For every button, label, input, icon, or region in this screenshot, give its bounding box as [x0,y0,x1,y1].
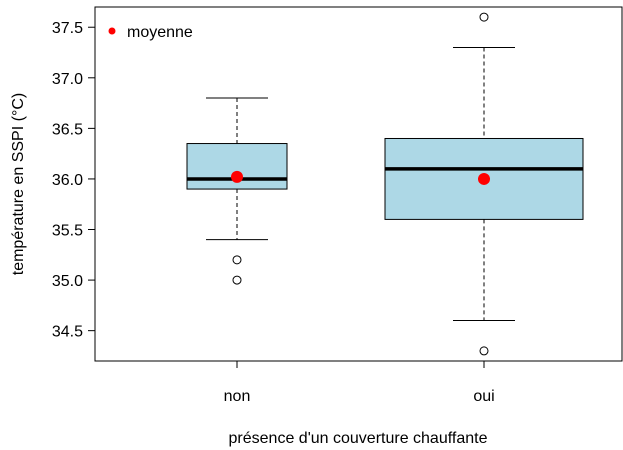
outlier-non-0 [232,255,242,265]
y-tick-label-1: 35.0 [52,273,83,290]
y-tick-label-3: 36.0 [52,172,83,189]
outlier-non-1 [232,275,242,285]
x-tick-label-oui: oui [473,388,494,405]
mean-marker-oui [478,172,490,185]
outlier-oui-1 [479,346,489,356]
y-tick-label-6: 37.5 [52,20,83,37]
box-group-non [186,97,288,285]
legend-label-moyenne: moyenne [127,24,193,41]
x-tick-label-non: non [224,388,251,405]
x-axis-title: présence d'un couverture chauffante [229,430,488,447]
outlier-oui-0 [479,12,489,22]
box-groups [186,12,584,356]
y-tick-label-2: 35.5 [52,223,83,240]
y-axis-title: température en SSPI (°C) [10,93,27,275]
x-axis: non oui [224,360,495,405]
y-axis: 34.5 35.0 35.5 36.0 36.5 37.0 37.5 [52,20,96,341]
y-tick-label-4: 36.5 [52,121,83,138]
legend-mean-marker [108,27,116,35]
y-tick-label-0: 34.5 [52,324,83,341]
legend: moyenne [108,24,193,41]
box-group-oui [384,12,584,356]
y-tick-label-5: 37.0 [52,71,83,88]
mean-marker-non [231,170,243,183]
